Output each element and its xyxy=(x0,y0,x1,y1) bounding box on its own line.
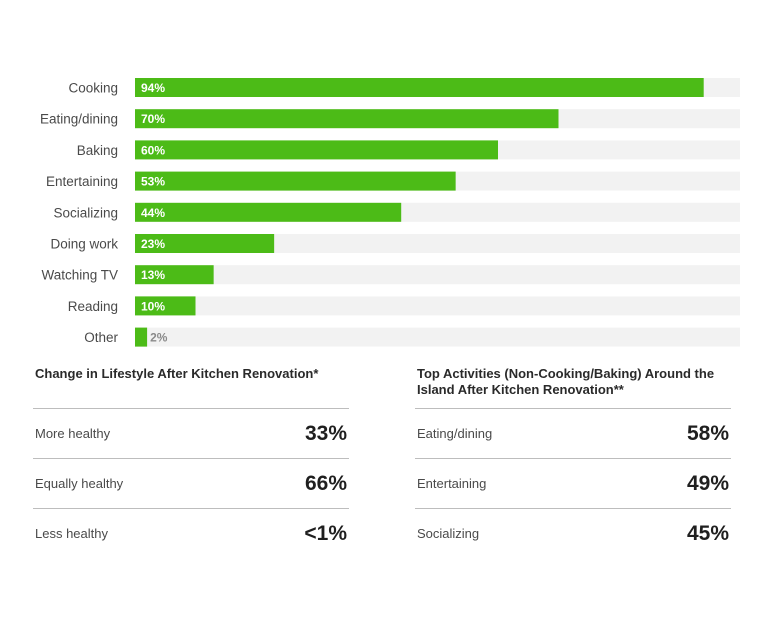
island-activity-label: Eating/dining xyxy=(417,426,493,441)
lifestyle-label: More healthy xyxy=(35,426,111,441)
bar-entertaining xyxy=(135,171,456,191)
island-activities-panel: Top Activities (Non-Cooking/Baking) Arou… xyxy=(415,366,731,558)
bar-track xyxy=(135,327,740,347)
value-label: 2% xyxy=(150,331,168,345)
bar-cooking xyxy=(135,78,704,97)
island-activities-title: Top Activities (Non-Cooking/Baking) Arou… xyxy=(417,366,715,397)
island-activity-value: 45% xyxy=(686,521,729,545)
bar-track xyxy=(135,234,740,253)
category-label: Other xyxy=(84,330,118,345)
bar-socializing xyxy=(135,202,402,222)
category-label: Doing work xyxy=(50,237,118,252)
island-activity-value: 58% xyxy=(686,421,729,445)
value-label: 70% xyxy=(141,112,165,126)
bar-track xyxy=(135,265,740,285)
lifestyle-value: 33% xyxy=(304,421,347,445)
category-label: Cooking xyxy=(68,81,118,96)
value-label: 13% xyxy=(141,268,165,282)
bar-baking xyxy=(135,140,498,160)
value-label: 10% xyxy=(141,299,165,313)
category-label: Reading xyxy=(68,299,118,314)
island-activity-row: Eating/dining 58% xyxy=(415,408,731,458)
value-label: 23% xyxy=(141,237,165,251)
island-activity-label: Socializing xyxy=(417,526,480,541)
lifestyle-title: Change in Lifestyle After Kitchen Renova… xyxy=(35,366,319,381)
bar-other xyxy=(135,327,148,347)
bar-reading xyxy=(135,296,196,316)
lifestyle-panel: Change in Lifestyle After Kitchen Renova… xyxy=(33,366,349,558)
island-activity-label: Entertaining xyxy=(417,476,487,491)
value-label: 53% xyxy=(141,175,165,189)
lifestyle-row: More healthy 33% xyxy=(33,408,349,458)
category-label: Socializing xyxy=(53,205,118,220)
activities-bar-chart: Cooking 94% Eating/dining 70% Baking 60% Enter… xyxy=(40,78,740,347)
island-activity-row: Entertaining 49% xyxy=(415,458,731,508)
lifestyle-row: Less healthy <1% xyxy=(33,508,349,558)
bar-doing-work xyxy=(135,234,275,253)
value-label: 60% xyxy=(141,143,165,157)
value-label: 44% xyxy=(141,206,165,220)
lifestyle-label: Equally healthy xyxy=(35,476,124,491)
island-activity-value: 49% xyxy=(686,471,729,495)
lifestyle-label: Less healthy xyxy=(35,526,108,541)
bar-eating-dining xyxy=(135,109,559,129)
lifestyle-value: 66% xyxy=(304,471,347,495)
lifestyle-row: Equally healthy 66% xyxy=(33,458,349,508)
category-label: Entertaining xyxy=(46,174,118,189)
category-label: Eating/dining xyxy=(40,112,118,127)
category-label: Watching TV xyxy=(41,268,118,283)
bar-track xyxy=(135,296,740,316)
island-activity-row: Socializing 45% xyxy=(415,508,731,558)
value-label: 94% xyxy=(141,81,165,95)
bar-watching-tv xyxy=(135,265,214,285)
lifestyle-value: <1% xyxy=(304,521,347,545)
category-label: Baking xyxy=(77,143,118,158)
